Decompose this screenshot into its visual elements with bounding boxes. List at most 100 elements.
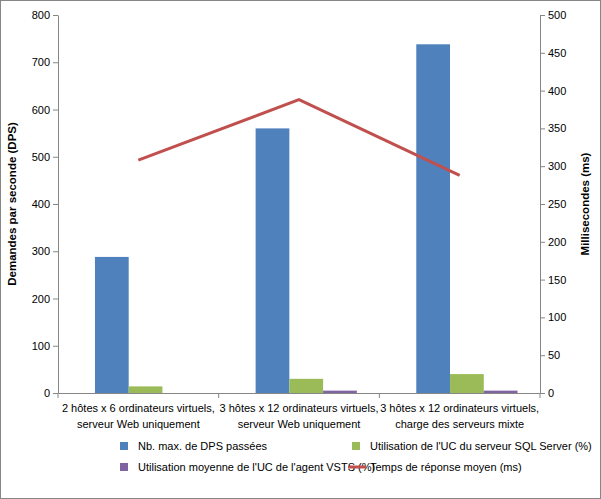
tick-label: 300 — [548, 160, 566, 172]
legend: Nb. max. de DPS passées Utilisation de l'… — [120, 440, 592, 473]
category-label: 3 hôtes x 12 ordinateurs virtuels, serveu… — [220, 402, 379, 430]
tick: 0 — [44, 387, 58, 399]
category-label: 2 hôtes x 6 ordinateurs virtuels,serveur… — [62, 402, 215, 430]
tick: 100 — [32, 340, 58, 352]
tick-mark — [53, 204, 58, 205]
category-separator — [540, 393, 541, 398]
tick-label: 400 — [32, 198, 50, 210]
tick-label: 400 — [548, 85, 566, 97]
tick-label: 200 — [32, 293, 50, 305]
tick-label: 50 — [548, 349, 560, 361]
tick-mark — [53, 299, 58, 300]
bar — [289, 379, 323, 393]
tick-mark — [540, 242, 545, 243]
axis-line — [58, 16, 59, 394]
legend-label: Temps de réponse moyen (ms) — [370, 461, 522, 473]
tick: 200 — [540, 236, 566, 248]
line — [138, 100, 459, 176]
tick-mark — [540, 91, 545, 92]
tick: 350 — [540, 122, 566, 134]
tick: 250 — [540, 198, 566, 210]
tick-label: 300 — [32, 245, 50, 257]
tick-mark — [540, 355, 545, 356]
category-separator — [218, 393, 219, 398]
category-label: 3 hôtes x 12 ordinateurs virtuels,charge… — [380, 402, 539, 430]
tick-mark — [53, 346, 58, 347]
tick-mark — [53, 251, 58, 252]
legend-label: Utilisation de l'UC du serveur SQL Serve… — [370, 440, 592, 452]
y-axis-title: Demandes par seconde (DPS) — [6, 122, 18, 286]
bar — [416, 44, 450, 393]
tick-mark — [53, 15, 58, 16]
x-axis: 2 hôtes x 6 ordinateurs virtuels,serveur… — [59, 393, 541, 430]
tick-mark — [540, 166, 545, 167]
tick-mark — [540, 53, 545, 54]
tick-label: 250 — [548, 198, 566, 210]
category-label-line: 3 hôtes x 12 ordinateurs virtuels, — [220, 402, 379, 414]
tick: 500 — [540, 9, 566, 21]
tick: 3 hôtes x 12 ordinateurs virtuels, serveu… — [220, 393, 379, 430]
bar — [95, 257, 129, 393]
bar — [129, 386, 163, 393]
tick-mark — [540, 15, 545, 16]
tick-label: 100 — [32, 340, 50, 352]
bar — [162, 393, 196, 394]
tick: 100 — [540, 311, 566, 323]
y-axis: 0 100 200 300 400 500 600 700 800 — [32, 9, 59, 399]
tick-mark — [540, 393, 545, 394]
bar-series — [129, 374, 484, 393]
tick-label: 0 — [44, 387, 50, 399]
tick: 400 — [32, 198, 58, 210]
bar-series — [95, 44, 450, 393]
legend-swatch — [348, 466, 366, 469]
legend-label: Utilisation moyenne de l'UC de l'agent V… — [138, 461, 375, 473]
category-separator — [379, 393, 380, 398]
tick: 2 hôtes x 6 ordinateurs virtuels,serveur… — [62, 393, 215, 430]
tick: 3 hôtes x 12 ordinateurs virtuels,charge… — [380, 393, 539, 430]
tick: 600 — [32, 104, 58, 116]
chart-border — [1, 1, 601, 499]
tick-label: 0 — [548, 387, 554, 399]
category-label-line: 3 hôtes x 12 ordinateurs virtuels, — [380, 402, 539, 414]
tick-label: 450 — [548, 47, 566, 59]
axis-line — [59, 393, 541, 394]
tick-mark — [540, 128, 545, 129]
category-label-line: serveur Web uniquement — [77, 418, 200, 430]
tick: 50 — [540, 349, 560, 361]
legend-item: Utilisation de l'UC du serveur SQL Serve… — [352, 440, 592, 452]
tick-label: 500 — [548, 9, 566, 21]
legend-swatch — [120, 442, 128, 450]
legend-swatch — [120, 463, 128, 471]
tick-mark — [53, 110, 58, 111]
tick-mark — [540, 280, 545, 281]
category-label-line: serveur Web uniquement — [238, 418, 361, 430]
bar — [484, 391, 518, 393]
tick-label: 350 — [548, 122, 566, 134]
tick-mark — [540, 317, 545, 318]
tick-mark — [53, 157, 58, 158]
tick: 300 — [32, 245, 58, 257]
bar — [256, 128, 290, 393]
tick: 800 — [32, 9, 58, 21]
tick-mark — [53, 62, 58, 63]
bar-series — [323, 391, 517, 393]
tick: 400 — [540, 85, 566, 97]
tick-label: 500 — [32, 151, 50, 163]
tick: 450 — [540, 47, 566, 59]
tick-mark — [53, 393, 58, 394]
tick-label: 800 — [32, 9, 50, 21]
tick-label: 200 — [548, 236, 566, 248]
category-separator — [58, 393, 59, 398]
plot-area: 0 100 200 300 400 500 600 700 800 0 50 100 150 200 250… — [32, 9, 567, 430]
tick: 150 — [540, 274, 566, 286]
legend-item: Nb. max. de DPS passées — [120, 440, 268, 452]
legend-label: Nb. max. de DPS passées — [138, 440, 268, 452]
tick-mark — [540, 204, 545, 205]
tick: 0 — [540, 387, 554, 399]
tick-label: 700 — [32, 56, 50, 68]
chart: 0 100 200 300 400 500 600 700 800 0 50 100 150 200 250… — [0, 0, 601, 499]
y2-axis-title: Millisecondes (ms) — [579, 152, 591, 255]
tick-label: 600 — [32, 104, 50, 116]
legend-item: Temps de réponse moyen (ms) — [348, 461, 522, 473]
y2-axis: 0 50 100 150 200 250 300 350 400 450 500 — [540, 9, 566, 399]
